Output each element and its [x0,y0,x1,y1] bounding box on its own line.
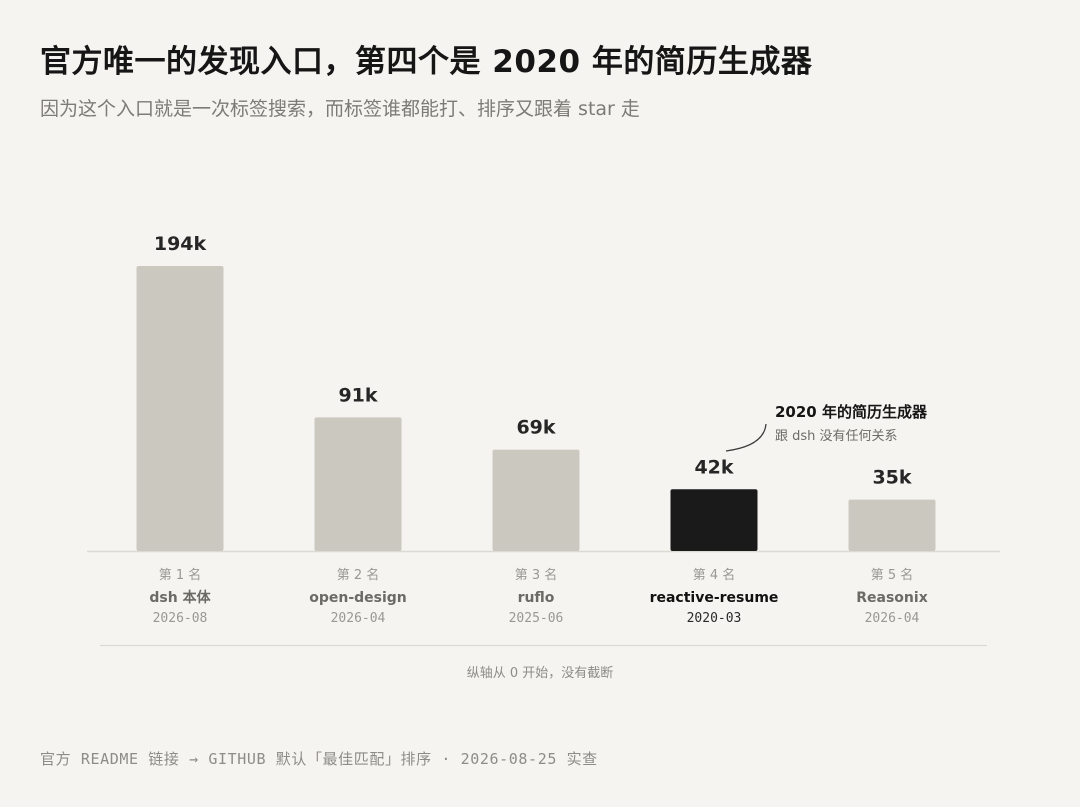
page-title: 官方唯一的发现入口，第四个是 2020 年的简历生成器 [40,44,813,80]
date-label-3: 2025-06 [509,611,564,626]
bar-3 [492,449,580,551]
category-label-5: Reasonix [856,590,927,606]
annotation-pointer [725,423,767,452]
bar-5 [848,499,936,551]
value-label-1: 194k [154,233,207,255]
date-label-2: 2026-04 [331,611,386,626]
rank-label-5: 第 5 名 [871,567,914,583]
value-label-2: 91k [338,384,377,406]
bar-2 [314,417,402,551]
bar-4 [670,489,758,551]
category-label-2: open-design [309,590,407,606]
rank-label-4: 第 4 名 [693,567,736,583]
page-subtitle: 因为这个入口就是一次标签搜索，而标签谁都能打、排序又跟着 star 走 [40,98,640,120]
bar-1 [136,266,224,551]
value-label-3: 69k [516,417,555,439]
date-label-5: 2026-04 [865,611,920,626]
date-label-4: 2020-03 [687,611,742,626]
date-label-1: 2026-08 [153,611,208,626]
rank-label-3: 第 3 名 [515,567,558,583]
footer-source: 官方 README 链接 → GITHUB 默认「最佳匹配」排序 · 2026-… [40,750,598,768]
category-label-3: ruflo [518,590,555,606]
annotation-title: 2020 年的简历生成器 [775,403,927,421]
category-label-4: reactive-resume [650,590,779,606]
rank-label-1: 第 1 名 [159,567,202,583]
value-label-4: 42k [694,456,733,478]
chart-note: 纵轴从 0 开始，没有截断 [466,666,614,681]
annotation-subtitle: 跟 dsh 没有任何关系 [775,429,898,444]
value-label-5: 35k [872,467,911,489]
category-label-1: dsh 本体 [149,589,211,606]
rank-label-2: 第 2 名 [337,567,380,583]
